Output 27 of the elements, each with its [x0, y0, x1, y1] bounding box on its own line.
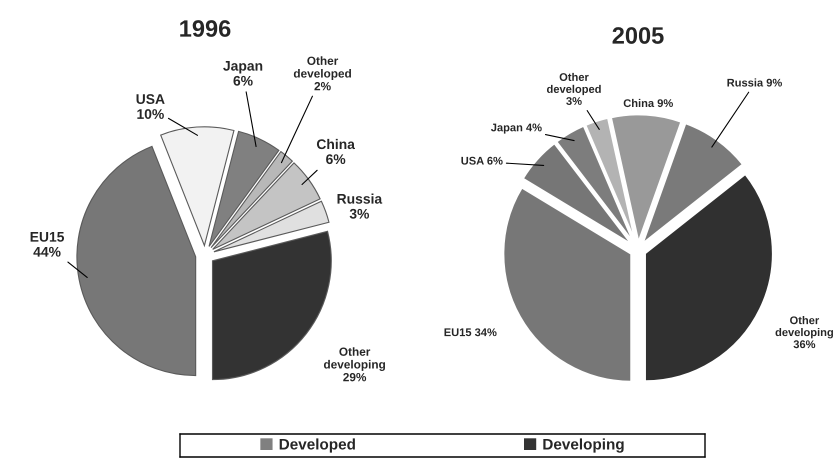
slice-label: Russia 9%	[727, 78, 782, 87]
slice-label: China	[316, 138, 356, 150]
slice-label: USA	[136, 94, 165, 104]
data-label: 2%	[314, 82, 331, 90]
slice-label: Russia	[338, 194, 382, 204]
chart-title: 1996	[180, 20, 230, 37]
chart-title: 2005	[612, 27, 664, 44]
data-label: 44%	[33, 246, 61, 257]
data-label: 6%	[326, 154, 346, 164]
slice-label: EU15	[30, 232, 64, 242]
data-label: 10%	[137, 109, 164, 119]
legend-label: Developing	[543, 438, 624, 453]
data-label: 3%	[566, 97, 582, 105]
slice-label: Other developed	[294, 56, 351, 80]
legend-label: Developed	[280, 438, 355, 453]
slice-label: Japan	[223, 61, 262, 74]
slice-label: China 9%	[624, 98, 673, 108]
data-label: 3%	[350, 208, 370, 219]
slice-label: Other developing	[776, 316, 833, 338]
slice-label: Other developing	[324, 347, 385, 371]
data-label: 29%	[343, 372, 366, 382]
slice-label: USA 6%	[461, 156, 503, 165]
data-label: 36%	[794, 340, 816, 348]
slice-label: EU15 34%	[444, 328, 497, 336]
slice-label: Japan 4%	[490, 124, 542, 134]
slice-label: Other developed	[546, 72, 601, 96]
data-label: 6%	[233, 76, 253, 86]
